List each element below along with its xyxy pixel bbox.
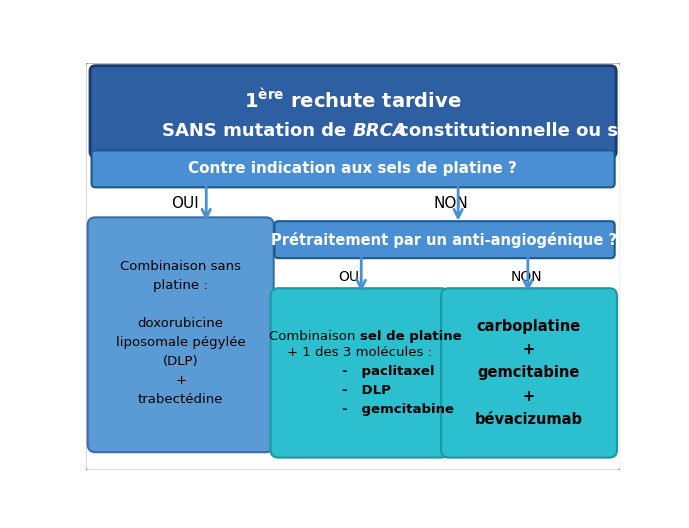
FancyBboxPatch shape: [441, 288, 617, 458]
Text: OUI: OUI: [172, 196, 199, 211]
Text: Prétraitement par un anti-angiogénique ?: Prétraitement par un anti-angiogénique ?: [271, 232, 617, 248]
Text: OUI: OUI: [338, 270, 363, 285]
Text: constitutionnelle ou somatique: constitutionnelle ou somatique: [392, 122, 689, 140]
Text: $\mathbf{1^{ère}}$ rechute tardive: $\mathbf{1^{ère}}$ rechute tardive: [244, 88, 462, 111]
FancyBboxPatch shape: [92, 150, 615, 187]
Text: sel de platine: sel de platine: [360, 330, 462, 343]
Text: -   gemcitabine: - gemcitabine: [342, 403, 454, 417]
Text: carboplatine
+
gemcitabine
+
bévacizumab: carboplatine + gemcitabine + bévacizumab: [475, 318, 583, 427]
Text: -   DLP: - DLP: [342, 384, 391, 397]
FancyBboxPatch shape: [90, 65, 616, 157]
Text: -   paclitaxel: - paclitaxel: [342, 365, 434, 378]
FancyBboxPatch shape: [274, 221, 615, 258]
FancyBboxPatch shape: [88, 218, 274, 452]
Text: BRCA: BRCA: [353, 122, 407, 140]
Text: Combinaison sans
platine :

doxorubicine
liposomale pégylée
(DLP)
+
trabectédine: Combinaison sans platine : doxorubicine …: [116, 260, 245, 406]
Text: SANS mutation de: SANS mutation de: [162, 122, 353, 140]
Text: Combinaison: Combinaison: [269, 330, 360, 343]
FancyBboxPatch shape: [85, 63, 621, 470]
Text: NON: NON: [433, 196, 468, 211]
Text: + 1 des 3 molécules :: + 1 des 3 molécules :: [287, 346, 432, 359]
Text: NON: NON: [511, 270, 542, 285]
FancyBboxPatch shape: [271, 288, 449, 458]
Text: Contre indication aux sels de platine ?: Contre indication aux sels de platine ?: [188, 162, 517, 176]
